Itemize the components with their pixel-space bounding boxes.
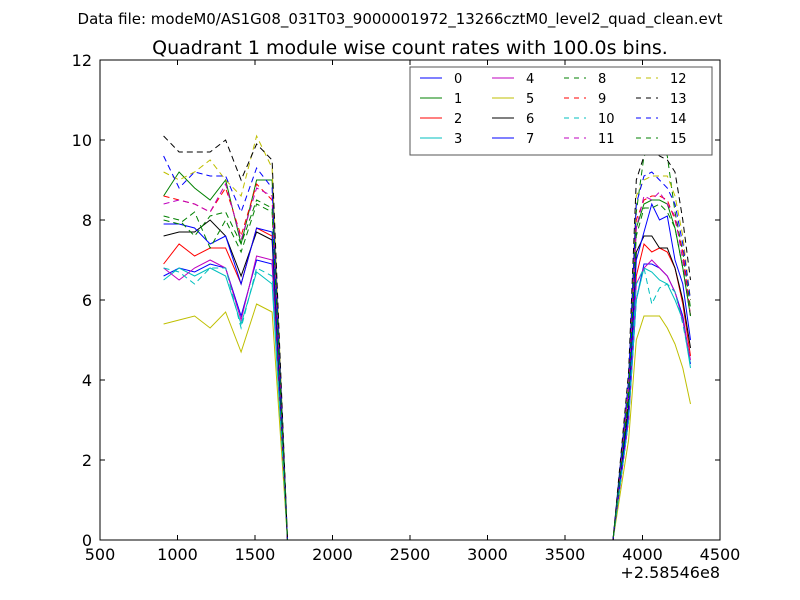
x-tick-label: 2500 bbox=[390, 545, 431, 564]
series-line-7 bbox=[163, 202, 691, 541]
series-line-5 bbox=[163, 303, 691, 541]
y-tick-label: 2 bbox=[82, 451, 92, 470]
y-tick-label: 4 bbox=[82, 371, 92, 390]
legend-label-1: 1 bbox=[454, 92, 462, 107]
legend-label-15: 15 bbox=[670, 132, 687, 147]
series-line-12 bbox=[163, 134, 691, 541]
x-tick-label: 500 bbox=[85, 545, 116, 564]
x-tick-label: 4500 bbox=[700, 545, 741, 564]
y-tick-label: 10 bbox=[72, 131, 92, 150]
legend-label-9: 9 bbox=[598, 92, 606, 107]
x-tick-label: 3000 bbox=[467, 545, 508, 564]
series-line-10 bbox=[163, 266, 691, 541]
legend-label-7: 7 bbox=[526, 132, 534, 147]
series-line-1 bbox=[163, 171, 691, 541]
x-offset-label: +2.58546e8 bbox=[620, 563, 720, 582]
legend-label-0: 0 bbox=[454, 72, 462, 87]
axes: 500 1000 1500 2000 2500 3000 3500 4000 4500 0 2 4 6 8… bbox=[72, 51, 741, 564]
legend-label-11: 11 bbox=[598, 132, 615, 147]
data-file-label: Data file: modeM0/AS1G08_031T03_90000019… bbox=[78, 10, 723, 29]
series-line-6 bbox=[163, 219, 691, 541]
y-tick-label: 12 bbox=[72, 51, 92, 70]
legend-box bbox=[409, 66, 713, 156]
series-line-13 bbox=[163, 135, 691, 541]
legend-label-12: 12 bbox=[670, 72, 687, 87]
series-line-0 bbox=[163, 259, 691, 541]
x-tick-label: 1000 bbox=[157, 545, 198, 564]
x-tick-label: 3500 bbox=[545, 545, 586, 564]
series-line-8 bbox=[163, 143, 691, 541]
series-line-4 bbox=[163, 255, 691, 541]
series-line-2 bbox=[163, 227, 691, 541]
x-tick-label: 1500 bbox=[235, 545, 276, 564]
legend-label-6: 6 bbox=[526, 112, 534, 127]
legend-label-5: 5 bbox=[526, 92, 534, 107]
legend-label-10: 10 bbox=[598, 112, 615, 127]
chart-title: Quadrant 1 module wise count rates with … bbox=[152, 37, 668, 59]
legend-label-14: 14 bbox=[670, 112, 687, 127]
legend-label-3: 3 bbox=[454, 132, 462, 147]
legend-label-13: 13 bbox=[670, 92, 687, 107]
y-tick-label: 0 bbox=[82, 531, 92, 550]
series-line-15 bbox=[163, 199, 691, 541]
legend-label-4: 4 bbox=[526, 72, 534, 87]
legend-label-2: 2 bbox=[454, 112, 462, 127]
plot-area bbox=[163, 134, 691, 541]
y-tick-label: 8 bbox=[82, 211, 92, 230]
legend-label-8: 8 bbox=[598, 72, 606, 87]
x-tick-label: 2000 bbox=[312, 545, 353, 564]
y-tick-label: 6 bbox=[82, 291, 92, 310]
x-tick-label: 4000 bbox=[622, 545, 663, 564]
